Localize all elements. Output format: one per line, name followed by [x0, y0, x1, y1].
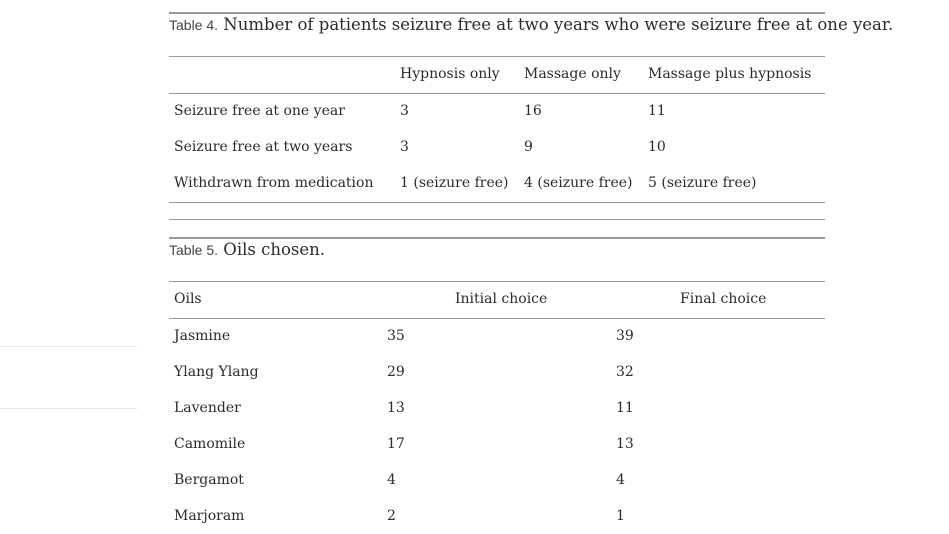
table5-header-final-choice: Final choice: [680, 291, 767, 307]
table5-header-initial-choice: Initial choice: [455, 291, 548, 307]
table5-row-label: Ylang Ylang: [174, 364, 259, 380]
table4-cell: 3: [400, 139, 409, 155]
table4-cell: 16: [524, 103, 542, 119]
table5-cell: 35: [387, 328, 405, 344]
table4-row-label: Seizure free at one year: [174, 103, 345, 119]
table5-cell: 13: [387, 400, 405, 416]
table4-footer-rule: [169, 219, 825, 220]
table4-header-bottom-rule: [169, 93, 825, 94]
table5-header-bottom-rule: [169, 318, 825, 319]
table5-cell: 39: [616, 328, 634, 344]
table5-row-label: Jasmine: [174, 328, 231, 344]
table5-cell: 32: [616, 364, 634, 380]
table5-cell: 2: [387, 508, 396, 524]
table4-top-rule: [169, 12, 825, 14]
table4-label: Table 4.: [169, 17, 219, 33]
table5-cell: 29: [387, 364, 405, 380]
table4-cell: 9: [524, 139, 533, 155]
table5-row-label: Lavender: [174, 400, 241, 416]
table4-cell: 4 (seizure free): [524, 175, 633, 191]
table5-cell: 1: [616, 508, 625, 524]
table4-row-label: Seizure free at two years: [174, 139, 353, 155]
table5-cell: 4: [387, 472, 396, 488]
table5-row-label: Marjoram: [174, 508, 245, 524]
table4-row-label: Withdrawn from medication: [174, 175, 374, 191]
table5-label: Table 5.: [169, 242, 219, 258]
table5-cell: 4: [616, 472, 625, 488]
table5-cell: 17: [387, 436, 405, 452]
table5-row-label: Camomile: [174, 436, 246, 452]
table4-cell: 11: [648, 103, 666, 119]
table5-top-rule: [169, 237, 825, 239]
table5-caption: Table 5. Oils chosen.: [169, 240, 325, 260]
table5-cell: 11: [616, 400, 634, 416]
table4-header-top-rule: [169, 56, 825, 57]
table4-cell: 3: [400, 103, 409, 119]
table5-header-oils: Oils: [174, 291, 202, 307]
table4-header-massage-plus-hypnosis: Massage plus hypnosis: [648, 66, 812, 82]
table5-header-top-rule: [169, 281, 825, 282]
table4-title: Number of patients seizure free at two y…: [223, 15, 894, 34]
side-divider: [0, 346, 137, 347]
side-divider: [0, 408, 137, 409]
table4-header-massage-only: Massage only: [524, 66, 621, 82]
table5-row-label: Bergamot: [174, 472, 244, 488]
table4-bottom-rule: [169, 202, 825, 203]
table4-cell: 5 (seizure free): [648, 175, 757, 191]
table4-header-hypnosis-only: Hypnosis only: [400, 66, 500, 82]
table4-cell: 10: [648, 139, 666, 155]
table4-caption: Table 4. Number of patients seizure free…: [169, 15, 893, 35]
table4-cell: 1 (seizure free): [400, 175, 509, 191]
table5-title: Oils chosen.: [223, 240, 325, 259]
table5-cell: 13: [616, 436, 634, 452]
